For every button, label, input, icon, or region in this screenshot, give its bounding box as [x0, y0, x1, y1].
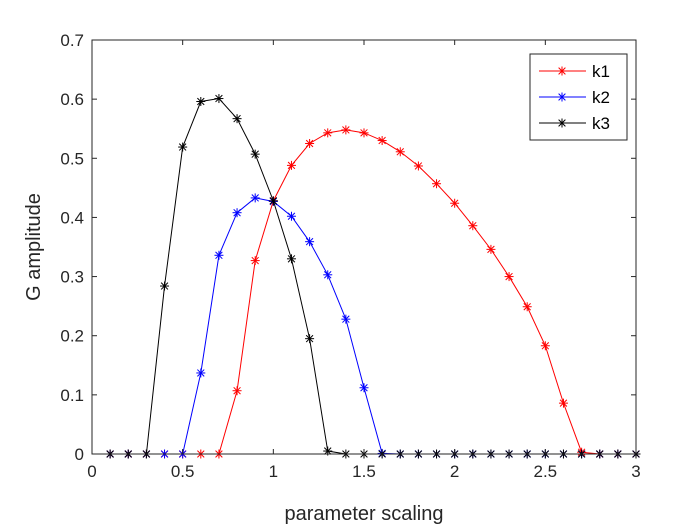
- data-point-k3: [268, 196, 278, 206]
- data-point-k1: [232, 386, 242, 396]
- data-point-k2: [305, 237, 315, 247]
- data-point-k1: [522, 302, 532, 312]
- data-point-k1: [450, 198, 460, 208]
- data-point-k2: [214, 250, 224, 260]
- y-tick-label: 0.3: [60, 268, 84, 287]
- data-point-k2: [323, 270, 333, 280]
- data-point-k2: [232, 208, 242, 218]
- x-tick-label: 3: [631, 462, 640, 481]
- x-tick-label: 2: [450, 462, 459, 481]
- legend-label: k1: [592, 62, 610, 81]
- data-point-k1: [468, 221, 478, 231]
- y-tick-label: 0.1: [60, 386, 84, 405]
- data-point-k2: [196, 368, 206, 378]
- data-point-k3: [286, 254, 296, 264]
- ticks-layer: 0 0.5 1 1.5 2 2.5 3 0 0.1 0.2 0.3 0.4 0.5 0.6 0.7: [60, 31, 640, 481]
- data-point-k1: [395, 147, 405, 157]
- x-tick-label: 2.5: [534, 462, 558, 481]
- data-point-k1: [305, 139, 315, 148]
- data-point-k3: [178, 142, 188, 152]
- data-point-k1: [413, 161, 423, 171]
- data-point-k2: [286, 211, 296, 221]
- data-point-k1: [558, 398, 568, 408]
- data-point-k2: [359, 383, 369, 393]
- x-tick-label: 1: [269, 462, 278, 481]
- legend-label: k2: [592, 88, 610, 107]
- data-point-k2: [250, 193, 260, 203]
- y-tick-label: 0.6: [60, 90, 84, 109]
- x-tick-label: 0.5: [171, 462, 195, 481]
- data-point-k3: [305, 334, 315, 344]
- legend-entry-k1: k1: [539, 62, 610, 81]
- data-point-k1: [341, 125, 351, 135]
- data-point-k3: [214, 94, 224, 104]
- data-point-k1: [286, 160, 296, 170]
- data-point-k1: [432, 179, 442, 189]
- legend-entry-k2: k2: [539, 88, 610, 107]
- y-tick-label: 0.4: [60, 208, 84, 227]
- data-point-k1: [250, 256, 260, 266]
- y-tick-label: 0.5: [60, 149, 84, 168]
- legend-marker: [557, 66, 567, 76]
- data-point-k3: [160, 281, 170, 291]
- x-axis-label: parameter scaling: [285, 503, 444, 525]
- legend-marker: [557, 92, 567, 102]
- data-point-k3: [232, 114, 242, 124]
- y-tick-label: 0.2: [60, 327, 84, 346]
- y-tick-label: 0: [75, 445, 84, 464]
- legend: k1 k2 k3: [529, 53, 628, 141]
- data-point-k1: [540, 341, 550, 351]
- x-tick-label: 1.5: [352, 462, 376, 481]
- legend-label: k3: [592, 114, 610, 133]
- data-point-k1: [486, 244, 496, 254]
- legend-entry-k3: k3: [539, 114, 610, 133]
- y-axis-label: G amplitude: [23, 193, 45, 301]
- data-point-k3: [250, 149, 260, 159]
- data-point-k1: [377, 136, 387, 146]
- y-tick-label: 0.7: [60, 31, 84, 50]
- data-point-k2: [341, 314, 351, 324]
- data-point-k1: [359, 128, 369, 138]
- data-point-k1: [504, 272, 514, 282]
- legend-marker: [557, 118, 567, 128]
- x-tick-label: 0: [87, 462, 96, 481]
- data-point-k3: [196, 97, 206, 107]
- data-point-k1: [323, 128, 333, 138]
